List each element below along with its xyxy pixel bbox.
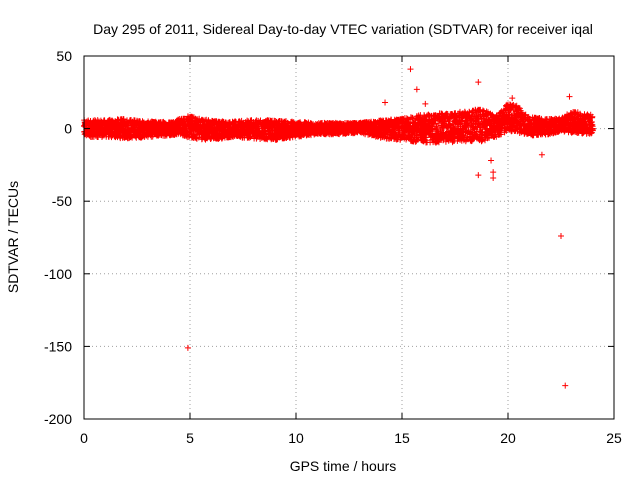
outlier-layer <box>184 66 573 389</box>
outlier-point <box>538 151 545 158</box>
y-tick-label: -50 <box>52 193 72 209</box>
outlier-point <box>475 79 482 86</box>
y-tick-label: 0 <box>64 121 72 137</box>
grid-layer <box>84 56 614 419</box>
x-tick-label: 15 <box>394 430 410 446</box>
y-tick-label: -150 <box>44 338 72 354</box>
outlier-point <box>382 99 389 106</box>
outlier-point <box>488 157 495 164</box>
outlier-point <box>407 66 414 73</box>
axis-ticks <box>83 55 615 420</box>
y-tick-label: -100 <box>44 266 72 282</box>
outlier-point <box>490 169 497 176</box>
y-axis-title: SDTVAR / TECUs <box>5 181 21 293</box>
y-tick-label: 50 <box>56 48 72 64</box>
outlier-point <box>475 172 482 179</box>
outlier-point <box>558 233 564 240</box>
plot-frame <box>83 55 615 420</box>
outlier-point <box>562 382 569 389</box>
outlier-point <box>184 344 191 351</box>
data-band-layer <box>81 101 596 146</box>
x-tick-label: 0 <box>80 430 88 446</box>
x-tick-labels: 0 5 10 15 20 25 <box>80 430 622 446</box>
x-tick-label: 20 <box>500 430 516 446</box>
chart-title: Day 295 of 2011, Sidereal Day-to-day VTE… <box>93 21 593 37</box>
outlier-point <box>490 174 497 181</box>
outlier-point <box>566 93 573 100</box>
y-tick-label: -200 <box>44 411 72 427</box>
x-tick-label: 10 <box>288 430 304 446</box>
x-tick-label: 5 <box>186 430 194 446</box>
y-tick-labels: 50 0 -50 -100 -150 -200 <box>44 48 72 427</box>
outlier-point <box>509 95 516 102</box>
x-tick-label: 25 <box>606 430 622 446</box>
data-band-markers <box>81 101 596 146</box>
x-axis-title: GPS time / hours <box>290 458 397 474</box>
outlier-point <box>413 86 420 93</box>
outlier-point <box>422 100 429 107</box>
